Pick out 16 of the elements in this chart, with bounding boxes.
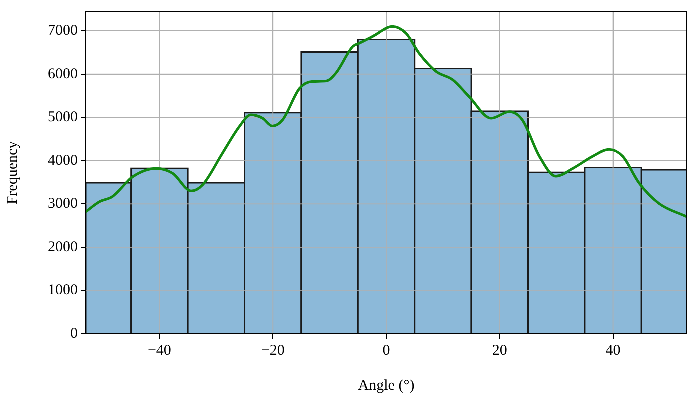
x-tick-label: 20: [492, 342, 508, 359]
x-tick-label: −20: [261, 342, 285, 359]
x-tick-label: 40: [606, 342, 621, 359]
y-tick-label: 5000: [48, 110, 78, 126]
y-tick-label: 2000: [48, 239, 78, 256]
y-axis-title: Frequency: [4, 140, 21, 205]
x-tick-label: −40: [148, 342, 172, 359]
y-tick-label: 7000: [48, 22, 78, 39]
x-axis-title: Angle (°): [358, 378, 415, 394]
line-series: [86, 25, 687, 218]
y-tick-label: 3000: [48, 196, 78, 212]
y-tick-label: 6000: [48, 66, 78, 82]
y-tick-label: 4000: [48, 152, 78, 169]
y-tick-label: 0: [70, 326, 78, 342]
y-tick-label: 1000: [48, 282, 78, 299]
x-tick-label: 0: [382, 342, 390, 359]
